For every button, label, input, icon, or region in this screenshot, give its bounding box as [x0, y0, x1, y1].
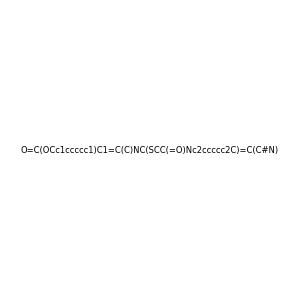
Text: O=C(OCc1ccccc1)C1=C(C)NC(SCC(=O)Nc2ccccc2C)=C(C#N): O=C(OCc1ccccc1)C1=C(C)NC(SCC(=O)Nc2ccccc…	[21, 146, 279, 154]
